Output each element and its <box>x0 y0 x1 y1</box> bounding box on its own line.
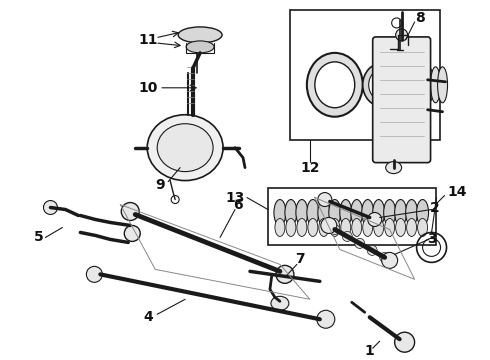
Ellipse shape <box>343 231 352 242</box>
Ellipse shape <box>86 266 102 282</box>
Ellipse shape <box>285 199 297 225</box>
Ellipse shape <box>319 219 329 237</box>
Ellipse shape <box>386 162 402 174</box>
Ellipse shape <box>417 219 428 237</box>
Ellipse shape <box>178 27 222 43</box>
Ellipse shape <box>341 219 351 237</box>
Ellipse shape <box>321 217 337 233</box>
Ellipse shape <box>286 219 296 237</box>
Text: 8: 8 <box>415 11 424 25</box>
Ellipse shape <box>330 225 340 234</box>
Ellipse shape <box>274 199 286 225</box>
Ellipse shape <box>340 199 352 225</box>
Ellipse shape <box>368 69 396 101</box>
Text: 6: 6 <box>233 198 243 212</box>
Ellipse shape <box>147 115 223 181</box>
Ellipse shape <box>296 199 308 225</box>
Text: 4: 4 <box>144 310 153 324</box>
Ellipse shape <box>385 219 394 237</box>
Ellipse shape <box>407 219 416 237</box>
Ellipse shape <box>367 246 377 255</box>
Ellipse shape <box>368 212 382 226</box>
Ellipse shape <box>124 225 140 242</box>
Ellipse shape <box>276 265 294 283</box>
Text: 10: 10 <box>139 81 158 95</box>
Ellipse shape <box>318 199 330 225</box>
Ellipse shape <box>352 219 362 237</box>
Bar <box>290 10 440 140</box>
Ellipse shape <box>373 199 385 225</box>
Ellipse shape <box>394 199 407 225</box>
Ellipse shape <box>410 67 419 103</box>
Ellipse shape <box>351 199 363 225</box>
Ellipse shape <box>363 219 373 237</box>
Ellipse shape <box>318 193 332 207</box>
Ellipse shape <box>382 252 398 268</box>
Ellipse shape <box>416 199 429 225</box>
Ellipse shape <box>122 203 139 220</box>
Ellipse shape <box>271 296 289 310</box>
Text: 13: 13 <box>225 190 245 204</box>
Text: 12: 12 <box>300 161 319 175</box>
Text: 9: 9 <box>155 177 165 192</box>
Ellipse shape <box>307 53 363 117</box>
Ellipse shape <box>317 310 335 328</box>
Ellipse shape <box>355 238 365 248</box>
Text: 11: 11 <box>139 33 158 47</box>
Ellipse shape <box>384 199 395 225</box>
Ellipse shape <box>374 219 384 237</box>
Ellipse shape <box>406 199 417 225</box>
Ellipse shape <box>431 67 441 103</box>
Text: 3: 3 <box>427 233 437 247</box>
FancyBboxPatch shape <box>373 37 431 163</box>
Ellipse shape <box>438 67 447 103</box>
Text: 7: 7 <box>295 252 305 266</box>
Ellipse shape <box>275 219 285 237</box>
Ellipse shape <box>329 199 341 225</box>
Ellipse shape <box>416 67 427 103</box>
Ellipse shape <box>315 62 355 108</box>
Text: 2: 2 <box>430 201 440 215</box>
Ellipse shape <box>394 332 415 352</box>
Ellipse shape <box>44 201 57 215</box>
Ellipse shape <box>395 219 406 237</box>
Ellipse shape <box>362 199 374 225</box>
Ellipse shape <box>157 124 213 172</box>
Ellipse shape <box>308 219 318 237</box>
Ellipse shape <box>297 219 307 237</box>
Ellipse shape <box>307 199 319 225</box>
Text: 1: 1 <box>365 344 374 358</box>
Text: 14: 14 <box>447 185 467 199</box>
Ellipse shape <box>330 219 340 237</box>
Bar <box>268 188 436 246</box>
Ellipse shape <box>423 67 434 103</box>
Ellipse shape <box>363 63 403 107</box>
Text: 5: 5 <box>34 230 43 244</box>
Ellipse shape <box>380 252 390 262</box>
Ellipse shape <box>395 29 408 41</box>
Ellipse shape <box>186 41 214 53</box>
